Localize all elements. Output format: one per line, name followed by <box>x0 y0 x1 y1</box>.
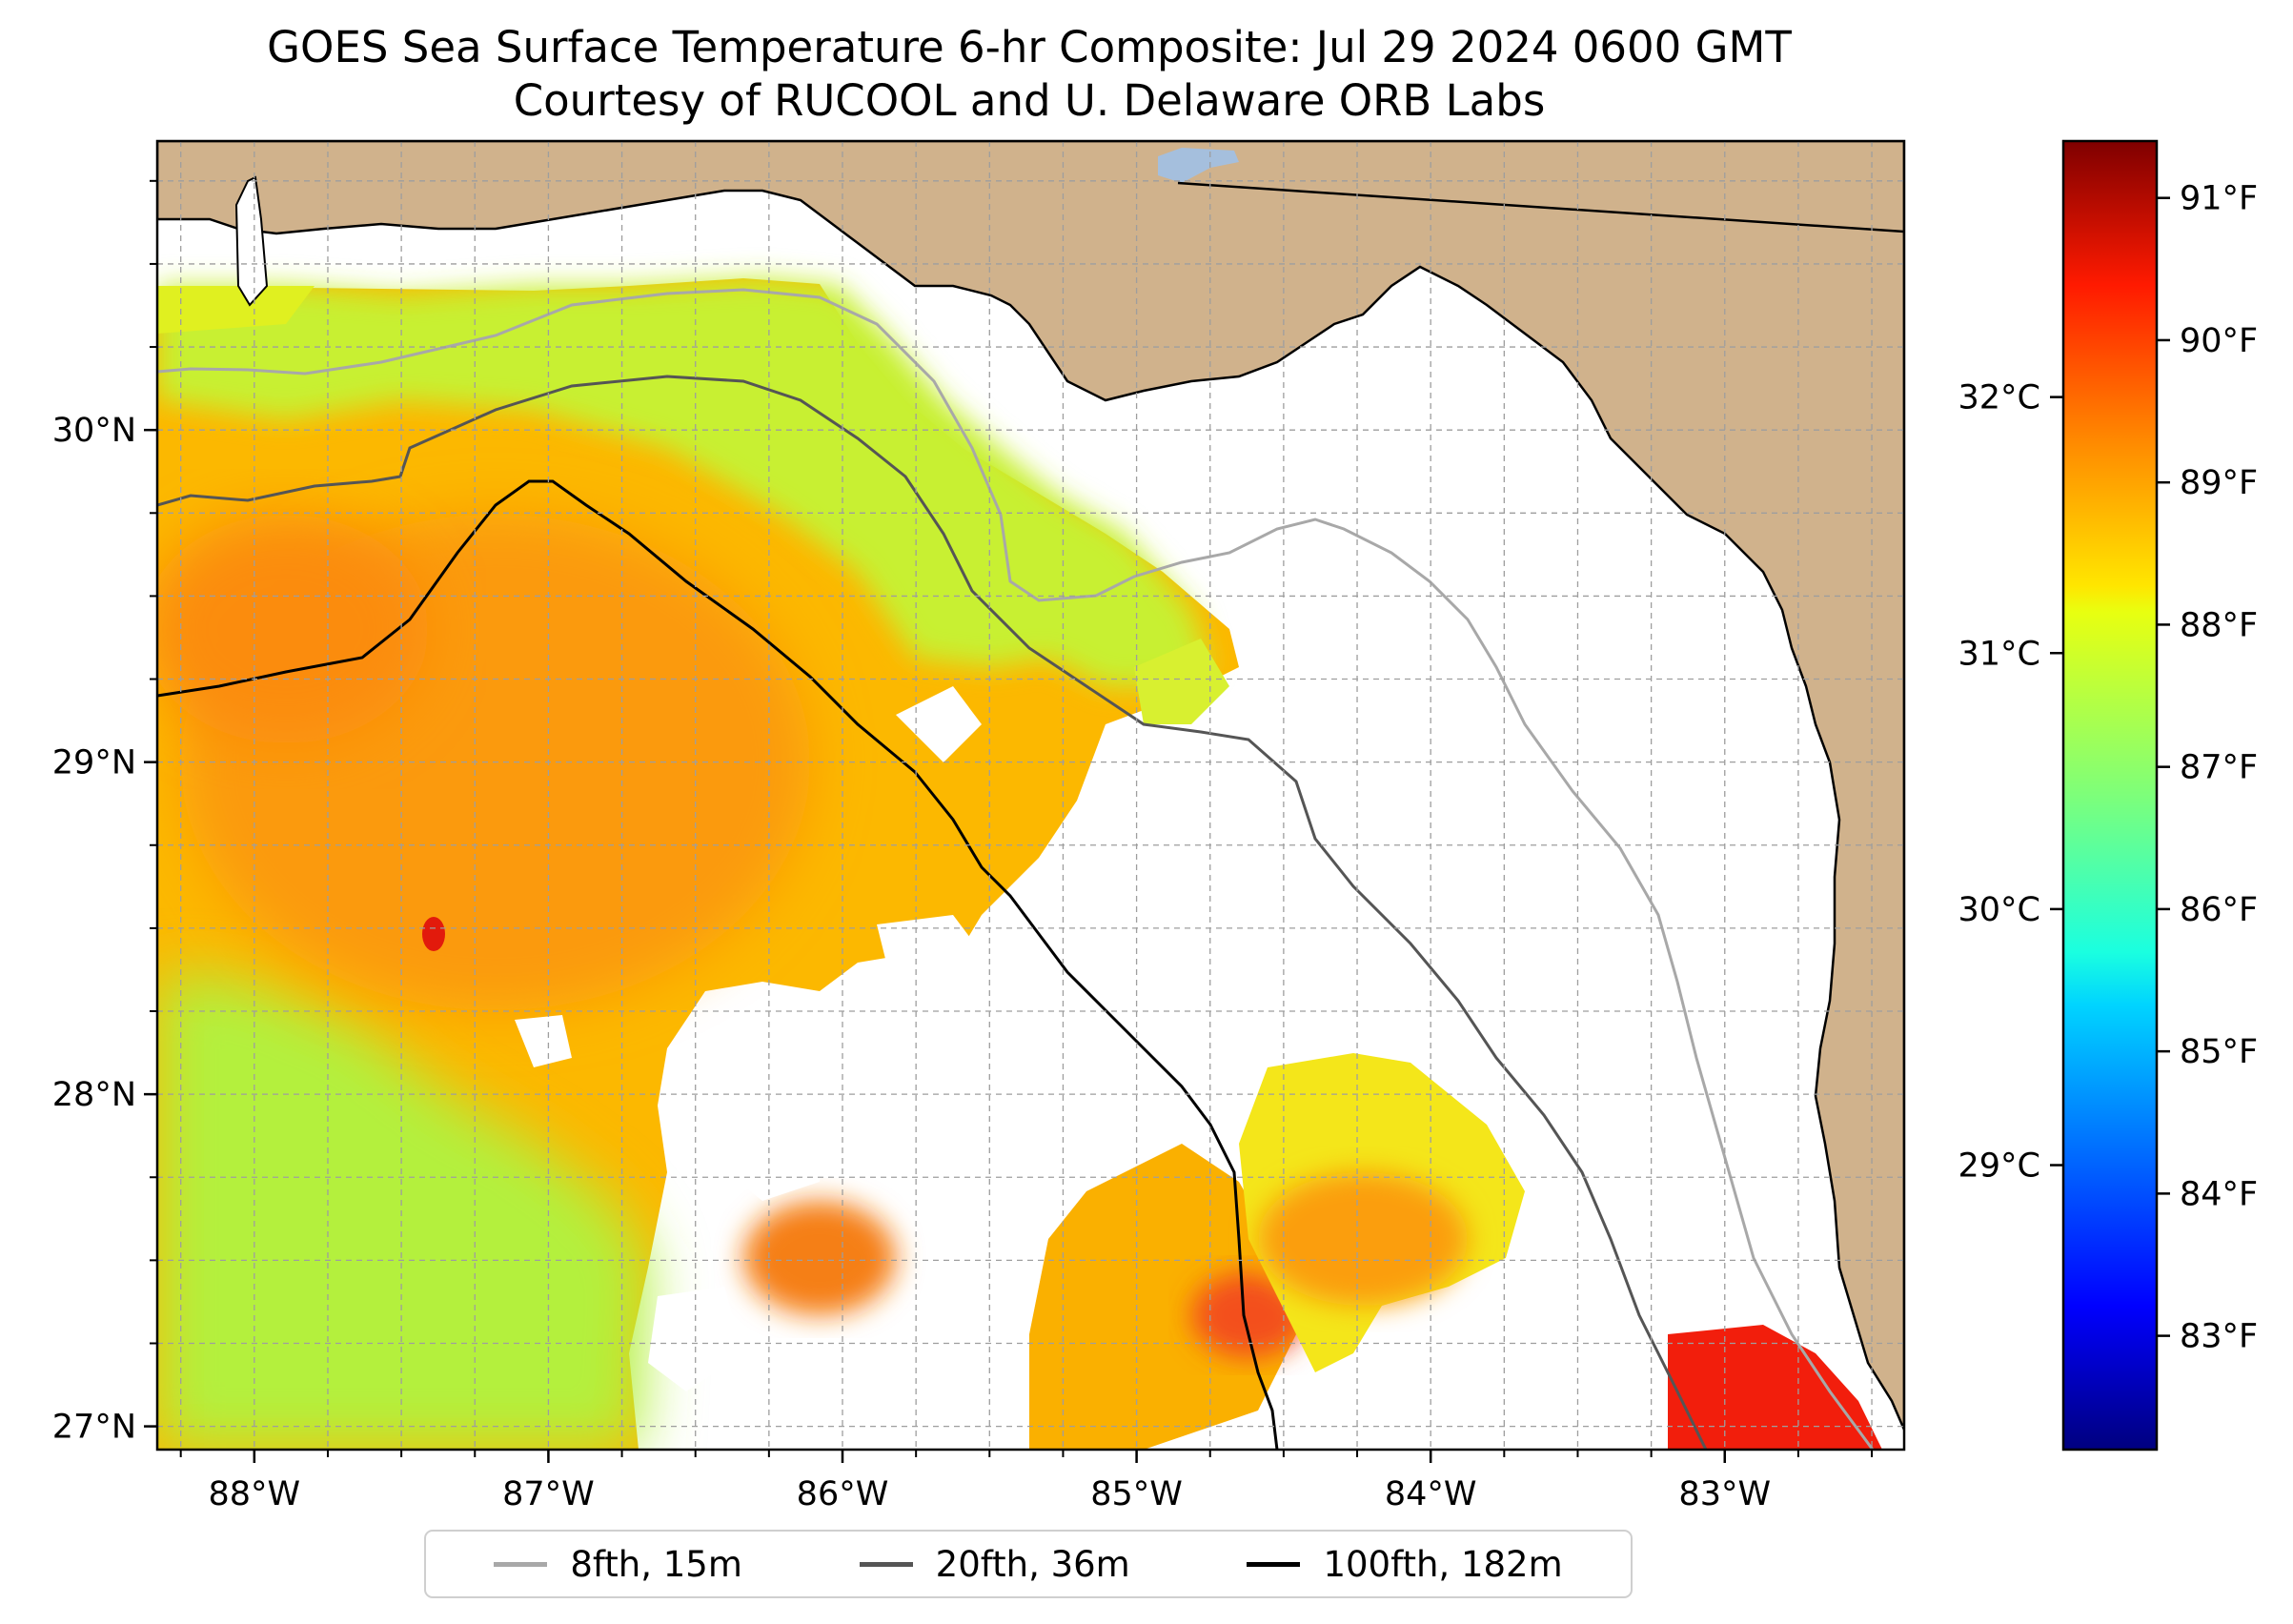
legend-label: 100fth, 182m <box>1323 1543 1563 1585</box>
lake <box>1158 148 1239 183</box>
colorbar-f-label: 89°F <box>2180 464 2258 502</box>
state-border <box>1177 181 1904 233</box>
colorbar-f-label: 87°F <box>2180 749 2258 787</box>
legend-item-100fth: 100fth, 182m <box>1247 1543 1563 1585</box>
sst-hot-spot <box>422 917 445 951</box>
colorbar-f-label: 88°F <box>2180 606 2258 644</box>
x-tick-label: 87°W <box>502 1475 595 1513</box>
y-tick-label: 27°N <box>52 1409 136 1447</box>
land-mass <box>157 141 1904 1431</box>
legend: 8fth, 15m 20fth, 36m 100fth, 182m <box>424 1530 1633 1598</box>
land <box>157 141 1904 1431</box>
sst-warm-patch <box>1258 1172 1468 1306</box>
sst-warm-patch <box>157 515 429 743</box>
colorbar-f-label: 83°F <box>2180 1318 2258 1356</box>
legend-swatch <box>494 1561 548 1567</box>
colorbar-f-label: 90°F <box>2180 322 2258 360</box>
colorbar-f-label: 86°F <box>2180 891 2258 929</box>
x-tick-label: 86°W <box>797 1475 889 1513</box>
y-tick-label: 28°N <box>52 1076 136 1114</box>
legend-item-8fth: 8fth, 15m <box>494 1544 742 1585</box>
sst-hot-region-southeast <box>1668 1325 1882 1450</box>
bay-inlet <box>234 175 269 307</box>
axis-ticks: 88°W 87°W 86°W 85°W 84°W 83°W 27°N 28°N 29°N 30°N <box>52 179 1874 1513</box>
x-tick-label: 85°W <box>1090 1475 1183 1513</box>
sst-cool-southwest <box>157 972 648 1450</box>
bathymetry-contours <box>157 288 1875 1450</box>
colorbar-f-label: 84°F <box>2180 1175 2258 1213</box>
y-tick-label: 30°N <box>52 412 136 450</box>
x-tick-label: 84°W <box>1385 1475 1477 1513</box>
legend-label: 8fth, 15m <box>570 1543 742 1585</box>
colorbar-ticks: 91°F 90°F 89°F 88°F 87°F 86°F 85°F 84°F 83°F 32°C… <box>1958 180 2259 1356</box>
colorbar-f-label: 91°F <box>2180 180 2258 218</box>
legend-item-20fth: 20fth, 36m <box>859 1543 1130 1585</box>
colorbar <box>2061 139 2159 1451</box>
sst-field <box>157 181 1882 1450</box>
gridlines <box>157 141 1904 1450</box>
colorbar-c-label: 31°C <box>1958 635 2040 673</box>
x-tick-label: 83°W <box>1678 1475 1771 1513</box>
legend-swatch <box>1247 1561 1301 1567</box>
colorbar-c-label: 32°C <box>1958 379 2040 417</box>
x-tick-label: 88°W <box>209 1475 301 1513</box>
no-data-holes <box>515 686 1106 1391</box>
chart-title: GOES Sea Surface Temperature 6-hr Compos… <box>267 22 1792 72</box>
sst-warm-patch <box>743 1201 896 1315</box>
y-tick-label: 29°N <box>52 744 136 782</box>
legend-label: 20fth, 36m <box>935 1543 1130 1585</box>
legend-swatch <box>859 1561 913 1567</box>
colorbar-f-label: 85°F <box>2180 1033 2258 1071</box>
sst-cool-patch <box>1134 639 1229 724</box>
contour-20fth <box>157 375 1708 1450</box>
map-area <box>157 141 1904 1450</box>
map-frame <box>155 139 1906 1451</box>
contour-100fth <box>157 479 1279 1450</box>
chart-subtitle: Courtesy of RUCOOL and U. Delaware ORB L… <box>513 75 1546 126</box>
colorbar-c-label: 30°C <box>1958 891 2040 929</box>
colorbar-c-label: 29°C <box>1958 1147 2040 1186</box>
contour-8fth <box>157 288 1875 1450</box>
sst-shelf-band <box>157 278 1210 686</box>
sst-nearshore-west <box>157 286 315 334</box>
sst-warm-region-south <box>1029 1144 1296 1450</box>
